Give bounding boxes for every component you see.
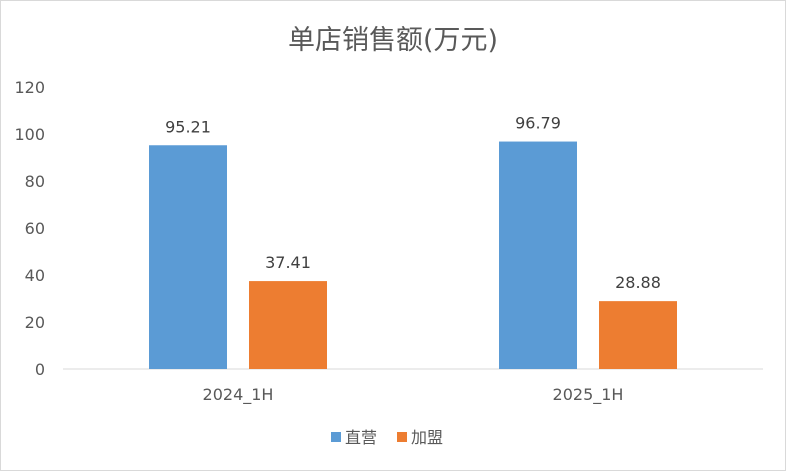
y-tick-label: 20 — [25, 313, 45, 332]
chart-title: 单店销售额(万元) — [288, 25, 498, 56]
legend: 直营 加盟 — [331, 428, 443, 447]
y-tick-label: 0 — [35, 360, 45, 379]
x-tick-label: 2024_1H — [203, 385, 274, 405]
bar-直营-2025_1H — [499, 141, 577, 369]
legend-swatch — [331, 432, 341, 442]
bar-直营-2024_1H — [149, 145, 227, 369]
legend-swatch — [397, 432, 407, 442]
legend-label: 直营 — [345, 428, 377, 447]
data-label: 95.21 — [165, 117, 211, 136]
x-tick-label: 2025_1H — [553, 385, 624, 405]
data-label: 28.88 — [615, 273, 661, 292]
y-tick-label: 80 — [25, 172, 45, 191]
y-tick-label: 40 — [25, 266, 45, 285]
legend-label: 加盟 — [411, 428, 443, 447]
y-tick-label: 120 — [14, 78, 45, 97]
y-axis-tick-labels: 0 20 40 60 80 100 120 — [14, 78, 45, 379]
data-labels: 95.21 96.79 37.41 28.88 — [165, 114, 661, 293]
bar-加盟-2024_1H — [249, 281, 327, 369]
x-axis-tick-labels: 2024_1H 2025_1H — [203, 385, 624, 405]
bar-加盟-2025_1H — [599, 301, 677, 369]
data-label: 96.79 — [515, 114, 561, 133]
bar-marks — [149, 141, 677, 369]
y-tick-label: 60 — [25, 219, 45, 238]
data-label: 37.41 — [265, 253, 311, 272]
y-tick-label: 100 — [14, 125, 45, 144]
